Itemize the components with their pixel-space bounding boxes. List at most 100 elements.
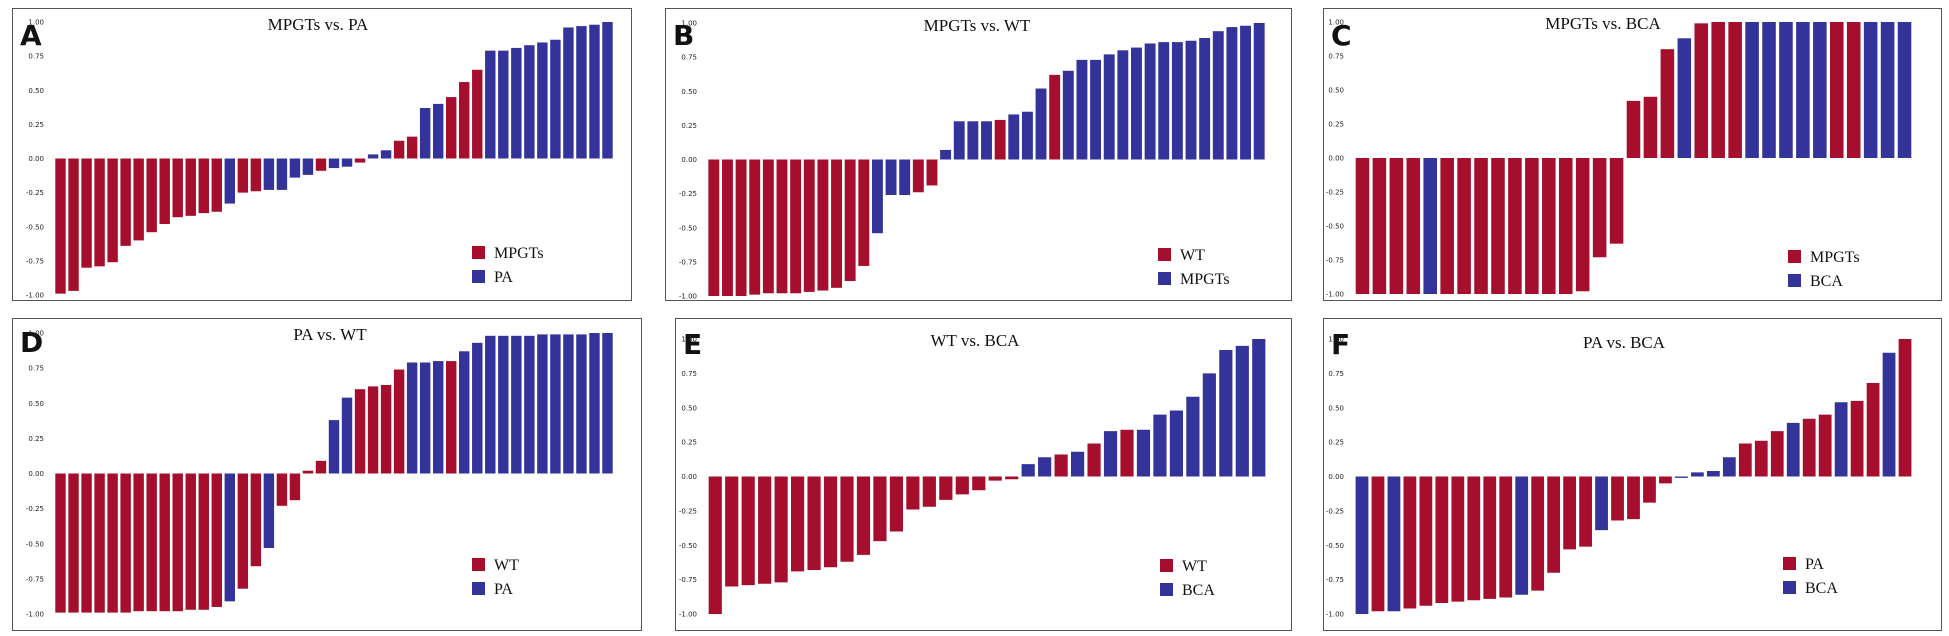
bar bbox=[237, 158, 249, 193]
bar bbox=[107, 158, 118, 263]
bar bbox=[224, 473, 236, 602]
y-tick-label: -1.00 bbox=[679, 293, 697, 301]
bar bbox=[120, 473, 131, 613]
bar bbox=[432, 361, 444, 474]
bar bbox=[1592, 158, 1607, 258]
bar bbox=[1818, 414, 1832, 477]
bar bbox=[1491, 158, 1505, 294]
bar bbox=[485, 335, 496, 474]
bar bbox=[1153, 414, 1167, 477]
bar bbox=[459, 82, 470, 159]
y-tick-label: -1.00 bbox=[1326, 611, 1344, 619]
panel-letter: C bbox=[1331, 19, 1352, 52]
bar bbox=[1076, 59, 1088, 160]
y-tick-label: -0.50 bbox=[26, 540, 44, 548]
bar bbox=[1547, 476, 1561, 573]
bar bbox=[315, 158, 327, 171]
y-tick-label: -0.25 bbox=[26, 189, 44, 197]
bar bbox=[1691, 472, 1704, 477]
bar bbox=[1786, 422, 1800, 477]
legend-label: MPGTs bbox=[494, 245, 544, 262]
legend-swatch bbox=[472, 582, 485, 595]
bar bbox=[708, 476, 722, 614]
y-tick-label: 0.00 bbox=[1328, 155, 1344, 163]
y-tick-label: -0.50 bbox=[1326, 223, 1344, 231]
y-tick-label: -0.50 bbox=[679, 224, 697, 232]
y-tick-label: -1.00 bbox=[679, 611, 697, 619]
bar bbox=[602, 333, 613, 474]
bar bbox=[498, 335, 509, 474]
bar bbox=[1171, 42, 1183, 160]
bar bbox=[722, 159, 733, 296]
bar bbox=[1542, 158, 1556, 294]
bar bbox=[1103, 54, 1115, 160]
bar bbox=[1117, 50, 1129, 160]
bar bbox=[393, 140, 405, 159]
bar bbox=[81, 158, 92, 268]
bar bbox=[1005, 476, 1019, 480]
y-tick-label: 0.25 bbox=[1328, 121, 1344, 129]
bar bbox=[1595, 476, 1608, 531]
panel-letter: A bbox=[20, 19, 42, 52]
y-tick-label: 1.00 bbox=[681, 20, 697, 28]
y-tick-label: -0.75 bbox=[26, 257, 44, 265]
panel-letter: E bbox=[683, 328, 702, 361]
bar bbox=[1627, 476, 1640, 520]
bar bbox=[224, 158, 236, 204]
panel-d: D PA vs. WT 1.00 0.75 0.50 0.25 0.00 -0.25 -0.50… bbox=[12, 318, 642, 631]
panel-letter: F bbox=[1331, 328, 1350, 361]
bar bbox=[185, 158, 196, 216]
bar bbox=[406, 362, 418, 474]
bar bbox=[1226, 27, 1238, 160]
bar bbox=[263, 158, 275, 190]
bar bbox=[472, 342, 483, 474]
legend-label: BCA bbox=[1805, 580, 1838, 597]
panel-frame bbox=[12, 8, 632, 301]
bar bbox=[446, 361, 457, 474]
bar bbox=[1253, 23, 1265, 160]
bar bbox=[302, 158, 314, 175]
bar bbox=[198, 158, 209, 214]
bar bbox=[94, 473, 105, 613]
bar bbox=[1525, 158, 1539, 294]
bar bbox=[1355, 158, 1370, 294]
y-tick-label: 0.75 bbox=[1328, 53, 1344, 61]
y-tick-label: 0.25 bbox=[28, 121, 44, 129]
bar bbox=[1435, 476, 1449, 603]
panel-frame bbox=[665, 8, 1292, 301]
bar bbox=[120, 158, 131, 246]
bar bbox=[1474, 158, 1488, 294]
bar bbox=[1802, 418, 1816, 477]
bar bbox=[237, 473, 249, 589]
bar bbox=[1212, 31, 1224, 160]
panel-a: A MPGTs vs. PA 1.00 0.75 0.50 0.25 0.00 -0.25 -0… bbox=[12, 8, 632, 301]
bar bbox=[823, 476, 838, 568]
bar bbox=[380, 384, 392, 474]
y-tick-label: -1.00 bbox=[26, 611, 44, 619]
bar bbox=[1659, 476, 1672, 484]
bar bbox=[511, 47, 522, 159]
y-tick-label: 0.25 bbox=[681, 122, 697, 130]
y-tick-label: -0.75 bbox=[1326, 576, 1344, 584]
bar bbox=[459, 351, 470, 474]
bar bbox=[172, 158, 183, 218]
y-tick-label: -0.25 bbox=[679, 507, 697, 515]
bar bbox=[856, 476, 871, 555]
bar bbox=[1406, 158, 1421, 294]
bar bbox=[589, 24, 600, 159]
y-tick-label: 1.00 bbox=[28, 330, 44, 338]
bar bbox=[107, 473, 118, 613]
bar bbox=[55, 473, 66, 613]
bar bbox=[735, 159, 747, 296]
bar bbox=[68, 473, 79, 613]
bar bbox=[328, 420, 340, 474]
legend-label: BCA bbox=[1182, 582, 1215, 599]
bar bbox=[576, 334, 587, 474]
bar bbox=[1579, 476, 1592, 547]
bar bbox=[1235, 345, 1249, 477]
panel-title: PA vs. WT bbox=[293, 325, 367, 344]
bar bbox=[1387, 476, 1401, 612]
bar bbox=[354, 389, 366, 474]
bar bbox=[472, 69, 483, 159]
bar bbox=[1711, 22, 1725, 158]
